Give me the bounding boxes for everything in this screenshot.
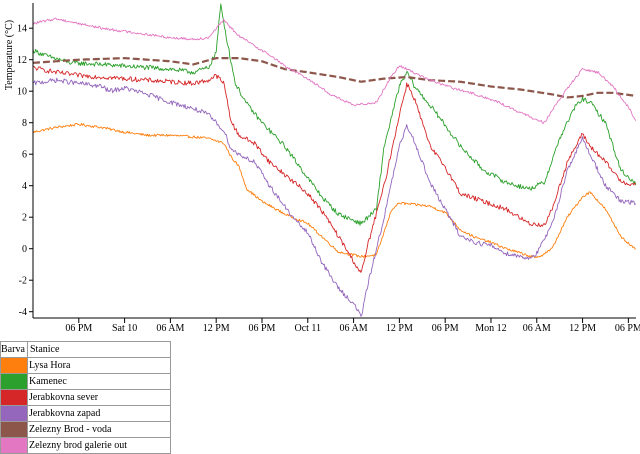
legend-swatch	[0, 389, 28, 406]
plot-area	[32, 3, 637, 317]
legend-swatch	[0, 437, 28, 454]
y-tick-label: -2	[19, 276, 27, 287]
y-tick-label: -4	[19, 307, 27, 318]
x-axis: 06 PM Sat 10 06 AM 12 PM 06 PM Oct 11 06 AM 12 …	[33, 317, 640, 334]
y-tick-label: 14	[17, 24, 27, 35]
y-axis: -4 -2 0 2 4 6 8 10 12 14	[17, 3, 34, 318]
legend-swatch	[0, 357, 28, 374]
legend-row: Lysa Hora	[0, 357, 171, 374]
x-tick-label: 12 PM	[569, 323, 596, 334]
legend-row: Kamenec	[0, 373, 171, 390]
legend-row: Jerabkovna sever	[0, 389, 171, 406]
x-tick-label: 06 PM	[432, 323, 459, 334]
x-tick-label: 06 PM	[65, 323, 92, 334]
legend-label: Zelezny Brod - voda	[27, 421, 171, 438]
legend-label: Zelezny brod galerie out	[27, 437, 171, 454]
legend-table: Barva Stanice Lysa Hora Kamenec Jerabkov…	[0, 341, 171, 454]
series-line-jerabkovna-sever	[32, 65, 637, 273]
x-tick-label: 06 PM	[615, 323, 640, 334]
series-line-zelezny-brod-voda	[32, 56, 636, 99]
x-tick-label: Oct 11	[294, 323, 321, 334]
y-tick-label: 8	[22, 118, 27, 129]
series-line-kamenec	[32, 3, 637, 226]
x-tick-label: 06 AM	[340, 323, 368, 334]
y-tick-label: 4	[22, 181, 27, 192]
legend-header-station: Stanice	[27, 341, 171, 358]
x-tick-label: Mon 12	[475, 323, 506, 334]
x-tick-label: 12 PM	[386, 323, 413, 334]
series-line-zelezny-brod-galerie-out	[32, 17, 637, 124]
legend-header-color: Barva	[0, 341, 28, 358]
series-line-lysa-hora	[32, 122, 637, 259]
legend-swatch	[0, 405, 28, 422]
legend-body: Lysa Hora Kamenec Jerabkovna sever Jerab…	[0, 357, 171, 454]
legend-header-row: Barva Stanice	[0, 341, 171, 358]
legend-label: Jerabkovna sever	[27, 389, 171, 406]
y-tick-label: 6	[22, 150, 27, 161]
x-tick-label: 06 PM	[249, 323, 276, 334]
y-axis-label: Temperature (°C)	[4, 20, 15, 90]
x-tick-label: 06 AM	[156, 323, 184, 334]
x-tick-label: Sat 10	[112, 323, 137, 334]
series-line-jerabkovna-zapad	[32, 77, 637, 317]
y-tick-label: 10	[17, 87, 27, 98]
legend-swatch	[0, 421, 28, 438]
y-tick-label: 12	[17, 55, 27, 66]
legend-row: Zelezny Brod - voda	[0, 421, 171, 438]
legend-label: Kamenec	[27, 373, 171, 390]
legend-label: Lysa Hora	[27, 357, 171, 374]
y-tick-label: 0	[22, 244, 27, 255]
legend-swatch	[0, 373, 28, 390]
x-tick-label: 06 AM	[523, 323, 551, 334]
legend-row: Jerabkovna zapad	[0, 405, 171, 422]
legend-row: Zelezny brod galerie out	[0, 437, 171, 454]
y-tick-label: 2	[22, 213, 27, 224]
x-tick-label: 12 PM	[203, 323, 230, 334]
legend-label: Jerabkovna zapad	[27, 405, 171, 422]
